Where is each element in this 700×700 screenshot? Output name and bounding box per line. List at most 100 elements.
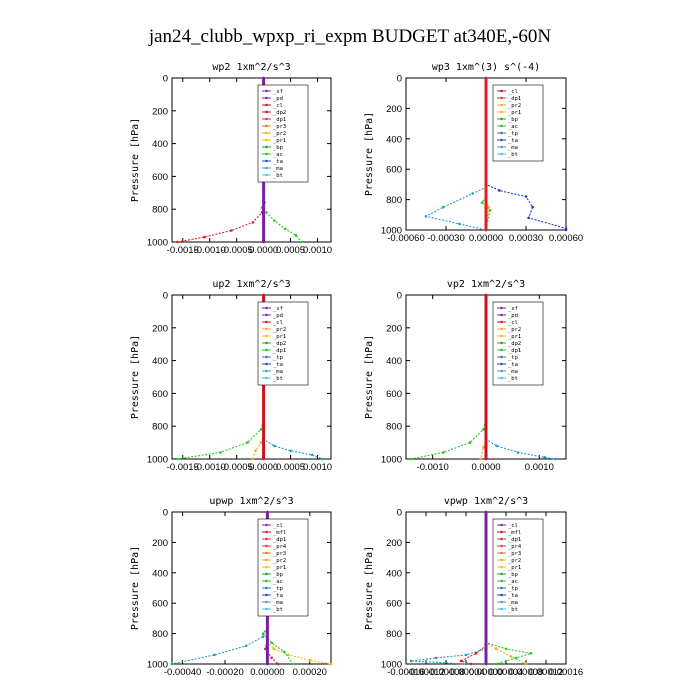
series-point: [564, 228, 568, 232]
series-point: [434, 656, 438, 660]
y-tick-label: 800: [386, 629, 402, 640]
legend-entry: _dp1: [273, 537, 286, 543]
legend-entry: _ma: [508, 145, 518, 151]
legend-entry: _bp: [508, 117, 518, 123]
series-line-ta: [171, 512, 268, 665]
legend-marker: [265, 327, 268, 331]
legend-marker: [265, 173, 268, 177]
legend-entry: _pr1: [273, 334, 286, 340]
legend-entry: _ma: [508, 600, 518, 606]
y-axis-label: Pressure [hPa]: [364, 335, 375, 419]
x-tick-label: 0.00000: [469, 667, 503, 678]
x-tick-label: -0.00012: [407, 667, 445, 678]
x-tick-label: -0.00020: [206, 667, 244, 678]
series-point: [266, 510, 269, 514]
legend-marker: [500, 362, 503, 366]
legend-marker: [500, 544, 503, 548]
legend-entry: _sf: [273, 89, 283, 95]
y-tick-label: 600: [386, 389, 402, 400]
legend-marker: [500, 320, 503, 324]
legend-marker: [265, 558, 268, 562]
chart-panel-4: vp2 1xm^2/s^3 Pressure [hPa] 0 200 400 600 800…: [364, 279, 567, 473]
chart-panel-3: up2 1xm^2/s^3 Pressure [hPa] 0 200 400 600 800…: [130, 279, 332, 473]
legend-entry: _ta: [273, 362, 283, 368]
legend-entry: _cl: [273, 320, 283, 326]
legend-marker: [500, 558, 503, 562]
x-tick-label: 0.0005: [276, 245, 305, 256]
series-point: [480, 201, 484, 204]
y-tick-label: 0: [397, 74, 402, 85]
series-line-dp1: [177, 78, 265, 243]
series-point: [273, 219, 276, 222]
series-line-dp2: [411, 295, 487, 460]
panel-title: upwp 1xm^2/s^3: [209, 496, 293, 507]
legend-marker: [265, 348, 268, 352]
series-point: [321, 457, 325, 461]
legend-entry: _ta: [508, 138, 518, 144]
legend-entry: _dp1: [273, 117, 286, 123]
series-point: [289, 449, 292, 453]
series-point: [251, 221, 255, 224]
legend-marker: [265, 96, 268, 100]
legend-entry: _pr2: [508, 558, 521, 564]
chart-panel-6: vpwp 1xm^2/s^3 Pressure [hPa] 0 200 400 600 80…: [364, 496, 583, 678]
series-line-ta: [424, 78, 487, 231]
x-tick-label: -0.00008: [427, 667, 465, 678]
legend-box: [492, 518, 544, 617]
x-tick-label: 0.00008: [509, 667, 543, 678]
legend-entry: _tp: [508, 131, 518, 137]
x-tick-label: 0.0000: [249, 245, 278, 256]
legend-entry: _bt: [508, 152, 518, 158]
series-point: [261, 632, 265, 635]
series-point: [170, 662, 174, 666]
legend-entry: _bp: [508, 572, 518, 578]
legend-entry: _cl: [508, 89, 518, 95]
legend-marker: [265, 362, 268, 366]
legend-entry: _pr2: [508, 103, 521, 109]
legend-entry: _bt: [273, 607, 283, 613]
y-tick-label: 200: [386, 538, 402, 549]
legend-entry: _ac: [508, 579, 518, 585]
y-tick-label: 400: [386, 568, 402, 579]
legend-entry: _pr1: [508, 334, 521, 340]
series-point: [554, 457, 557, 461]
series-point: [442, 205, 445, 209]
legend-entry: _pr1: [273, 138, 286, 144]
series-point: [464, 653, 468, 657]
legend-marker: [500, 369, 503, 373]
legend-entry: _dp2: [508, 341, 521, 347]
legend-marker: [265, 306, 268, 310]
chart-panel-5: upwp 1xm^2/s^3 Pressure [hPa] 0 200 400 600 80…: [130, 496, 333, 678]
legend-entry: _pr3: [273, 551, 286, 557]
legend-entry: _pr1: [508, 565, 521, 571]
legend-marker: [265, 530, 268, 534]
series-point: [494, 662, 498, 666]
legend-entry: _pd: [508, 313, 518, 319]
series-point: [484, 76, 488, 80]
x-tick-label: -0.00030: [427, 233, 465, 244]
legend-marker: [500, 89, 503, 93]
series-line-dp1: [459, 512, 487, 665]
legend-entry: _pr1: [273, 565, 286, 571]
y-tick-label: 1000: [381, 455, 402, 466]
series-point: [251, 457, 255, 461]
series-point: [287, 653, 290, 657]
legend-marker: [265, 607, 268, 611]
y-tick-label: 0: [163, 291, 168, 302]
plot-frame: [171, 77, 332, 243]
legend-marker: [500, 117, 503, 121]
legend-marker: [500, 572, 503, 576]
legend-entry: _sf: [508, 306, 518, 312]
series-point: [262, 457, 265, 461]
series-point: [458, 222, 461, 226]
x-tick-label: 0.0010: [303, 462, 332, 473]
legend-entry: _mfl: [273, 530, 286, 536]
legend-entry: _dp1: [273, 348, 286, 354]
y-axis-label: Pressure [hPa]: [364, 546, 375, 630]
series-point: [488, 208, 492, 212]
y-tick-label: 1000: [147, 660, 168, 671]
series-point: [329, 662, 333, 666]
legend-entry: _pr1: [508, 110, 521, 116]
legend-marker: [500, 152, 503, 156]
y-tick-label: 400: [152, 139, 168, 150]
